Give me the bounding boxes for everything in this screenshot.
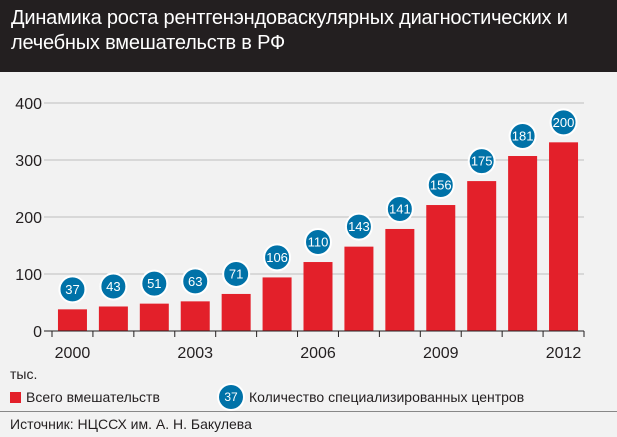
chart-header: Динамика роста рентгенэндоваскулярных ди… xyxy=(0,0,617,72)
center-count-label: 200 xyxy=(553,115,575,130)
center-count-label: 37 xyxy=(65,282,79,297)
bar-chart: 0 100 200 300 400 2000 2003 2006 2009 2012 37 43 5… xyxy=(15,96,585,362)
bar xyxy=(303,262,333,331)
x-tick-label: 2006 xyxy=(300,345,336,362)
center-count-marker: 106 xyxy=(263,243,292,272)
center-count-circle xyxy=(140,269,169,298)
center-count-circle xyxy=(222,259,251,288)
legend-bars-label: Всего вмешательств xyxy=(26,389,160,405)
center-count-label: 71 xyxy=(229,266,243,281)
center-count-label: 43 xyxy=(106,279,120,294)
center-count-circle xyxy=(508,122,537,151)
bar xyxy=(385,228,415,331)
center-count-marker: 141 xyxy=(385,194,414,223)
center-count-marker: 51 xyxy=(140,269,169,298)
center-count-marker: 143 xyxy=(344,212,373,241)
center-count-label: 51 xyxy=(147,276,161,291)
center-count-circle xyxy=(344,212,373,241)
bar xyxy=(262,277,292,331)
y-tick-label: 300 xyxy=(15,153,42,170)
legend-circle-marker: 37 xyxy=(219,385,243,409)
bar xyxy=(98,306,128,331)
x-tick-label: 2012 xyxy=(546,345,582,362)
x-tick-label: 2009 xyxy=(423,345,459,362)
bar xyxy=(57,309,87,331)
center-count-label: 175 xyxy=(471,154,493,169)
legend-bar-swatch xyxy=(10,392,21,403)
center-count-marker: 37 xyxy=(58,275,87,304)
x-axis xyxy=(44,330,585,337)
x-axis-ticks: 2000 2003 2006 2009 2012 xyxy=(55,345,582,362)
center-count-marker: 200 xyxy=(549,108,578,137)
bar xyxy=(139,303,169,331)
center-count-circle xyxy=(385,194,414,223)
source-note: Источник: НЦССХ им. А. Н. Бакулева xyxy=(10,416,252,432)
center-count-circle xyxy=(58,275,87,304)
y-tick-label: 200 xyxy=(15,210,42,227)
y-tick-label: 400 xyxy=(15,96,42,113)
center-count-label: 156 xyxy=(430,178,452,193)
bar xyxy=(508,156,538,331)
x-tick-label: 2003 xyxy=(177,345,213,362)
center-count-circle xyxy=(99,272,128,301)
center-count-marker: 71 xyxy=(222,259,251,288)
bar xyxy=(426,205,456,331)
center-count-label: 141 xyxy=(389,201,411,216)
center-count-circle xyxy=(549,108,578,137)
bar xyxy=(549,142,579,331)
footer: Источник: НЦССХ им. А. Н. Бакулева xyxy=(0,411,617,432)
center-count-label: 143 xyxy=(348,219,370,234)
center-count-marker: 63 xyxy=(181,267,210,296)
center-count-marker: 43 xyxy=(99,272,128,301)
center-count-circle xyxy=(467,147,496,176)
y-tick-label: 0 xyxy=(33,324,42,341)
center-count-circle xyxy=(181,267,210,296)
bar xyxy=(180,301,210,331)
y-tick-label: 100 xyxy=(15,267,42,284)
center-count-marker: 110 xyxy=(304,228,332,257)
x-tick-label: 2000 xyxy=(55,345,91,362)
y-axis-ticks: 0 100 200 300 400 xyxy=(15,96,42,341)
chart-title: Динамика роста рентгенэндоваскулярных ди… xyxy=(11,7,568,54)
center-count-marker: 175 xyxy=(467,147,496,176)
legend-circles-label: Количество специализированных центров xyxy=(249,389,525,405)
center-count-marker: 181 xyxy=(508,122,537,151)
center-count-circle xyxy=(263,243,292,272)
center-count-circle xyxy=(426,171,455,200)
unit-label: тыс. xyxy=(10,366,38,382)
legend: Всего вмешательств 37 Количество специал… xyxy=(0,385,617,411)
center-count-label: 106 xyxy=(266,250,288,265)
bars xyxy=(57,142,579,331)
center-count-label: 63 xyxy=(188,274,202,289)
bar xyxy=(221,293,251,331)
bar xyxy=(467,181,497,331)
center-count-markers: 37 43 51 63 71 106 110 143 141 156 175 181 200 xyxy=(58,108,578,304)
center-count-label: 181 xyxy=(512,129,534,144)
center-count-label: 110 xyxy=(308,235,329,250)
bar xyxy=(344,246,374,331)
center-count-marker: 156 xyxy=(426,171,455,200)
center-count-circle xyxy=(304,228,332,257)
